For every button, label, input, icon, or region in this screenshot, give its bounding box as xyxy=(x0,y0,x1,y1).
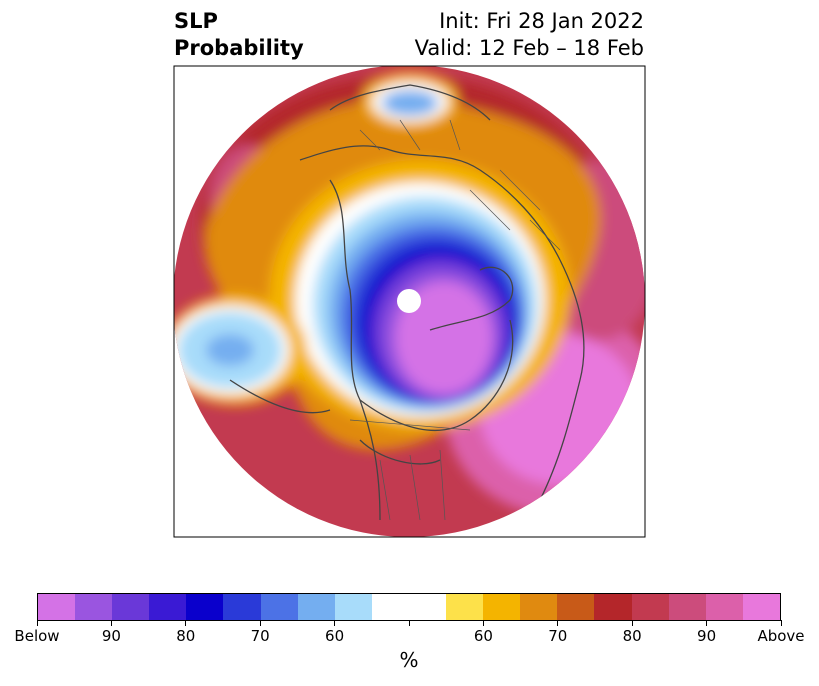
coastlines xyxy=(229,84,585,521)
colorbar-tick xyxy=(259,620,261,626)
colorbar-segment xyxy=(371,594,447,620)
title-product: Probability xyxy=(174,36,304,60)
colorbar-tick-label: Below xyxy=(14,627,60,645)
colorbar-segment xyxy=(594,594,632,620)
colorbar-tick xyxy=(557,620,559,626)
border-us-canada xyxy=(349,419,471,431)
coast-europe xyxy=(539,259,585,501)
colorbar-tick xyxy=(408,620,410,626)
colorbar-segment xyxy=(223,594,261,620)
colorbar-tick-label: 60 xyxy=(473,627,493,645)
colorbar-tick xyxy=(110,620,112,626)
colorbar-tick-label: 80 xyxy=(622,627,642,645)
border-asia xyxy=(359,119,461,151)
colorbar-segment xyxy=(149,594,187,620)
border-states xyxy=(379,449,446,521)
colorbar-tick xyxy=(780,620,782,626)
colorbar-tick xyxy=(482,620,484,626)
probability-field xyxy=(174,66,645,537)
pole-marker xyxy=(397,289,421,313)
colorbar-tick-label: 90 xyxy=(101,627,121,645)
coast-siberia xyxy=(299,145,561,261)
colorbar-tick xyxy=(334,620,336,626)
colorbar-segment xyxy=(705,594,743,620)
borders xyxy=(349,119,561,521)
colorbar-tick xyxy=(36,620,38,626)
colorbar-segment xyxy=(520,594,558,620)
colorbar-segment xyxy=(557,594,595,620)
coast-china xyxy=(329,84,491,121)
field-pacific-low-core xyxy=(206,334,254,366)
colorbar-tick-label: 90 xyxy=(697,627,717,645)
title-left: SLP Probability xyxy=(174,8,304,62)
colorbar-tick-label: Above xyxy=(757,627,805,645)
coast-north-america-west xyxy=(329,179,381,521)
border-eurasia xyxy=(469,169,561,251)
colorbar-segment xyxy=(668,594,706,620)
colorbar-unit: % xyxy=(399,648,419,672)
colorbar xyxy=(37,593,781,621)
init-date: Init: Fri 28 Jan 2022 xyxy=(439,9,644,33)
field-below-core xyxy=(396,282,492,394)
title-variable: SLP xyxy=(174,9,218,33)
coast-greenland xyxy=(429,266,514,331)
colorbar-segment xyxy=(483,594,521,620)
colorbar-segment xyxy=(38,594,76,620)
colorbar-segment xyxy=(446,594,484,620)
field-asia-low-core xyxy=(382,90,438,116)
probability-map xyxy=(173,65,646,538)
valid-range: Valid: 12 Feb – 18 Feb xyxy=(414,36,644,60)
colorbar-segment xyxy=(75,594,113,620)
colorbar-tick-label: 70 xyxy=(548,627,568,645)
colorbar-tick-label: 70 xyxy=(250,627,270,645)
title-right: Init: Fri 28 Jan 2022 Valid: 12 Feb – 18… xyxy=(415,8,644,62)
colorbar-tick xyxy=(706,620,708,626)
coast-hudson xyxy=(359,319,514,432)
colorbar-tick xyxy=(185,620,187,626)
coast-great-lakes xyxy=(359,439,441,465)
colorbar-segment xyxy=(297,594,335,620)
colorbar-segment xyxy=(631,594,669,620)
colorbar-tick-label: 60 xyxy=(325,627,345,645)
map-frame xyxy=(173,65,646,538)
colorbar-segment xyxy=(260,594,298,620)
colorbar-segment xyxy=(334,594,372,620)
colorbar-segment xyxy=(112,594,150,620)
colorbar-tick xyxy=(631,620,633,626)
colorbar-segment xyxy=(742,594,780,620)
coast-aleutian xyxy=(229,379,331,414)
colorbar-tick-label: 80 xyxy=(176,627,196,645)
colorbar-segment xyxy=(186,594,224,620)
